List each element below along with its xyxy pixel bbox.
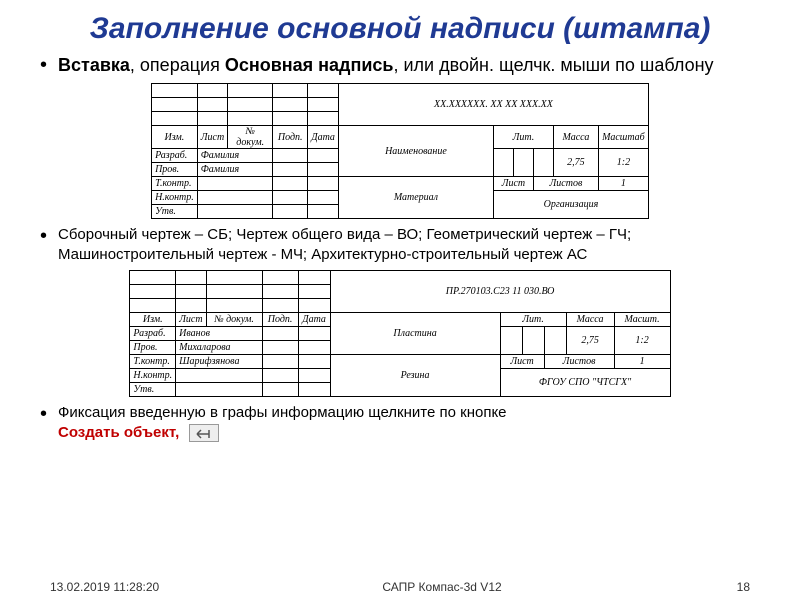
- s2-h-izm: Изм.: [130, 313, 176, 327]
- s1-tkontr: Т.контр.: [152, 177, 198, 191]
- txt-op: Основная надпись: [225, 55, 394, 75]
- s2-h-date: Дата: [298, 313, 330, 327]
- s2-sheets-v: 1: [614, 355, 670, 369]
- s1-nkontr: Н.контр.: [152, 191, 198, 205]
- s1-utv: Утв.: [152, 205, 198, 219]
- s1-lit: Лит.: [493, 126, 553, 149]
- txt-insert: Вставка: [58, 55, 130, 75]
- s1-mass-v: 2,75: [553, 149, 598, 177]
- s2-prov: Пров.: [130, 341, 176, 355]
- s2-scale: Масшт.: [614, 313, 670, 327]
- s1-razrab-n: Фамилия: [197, 149, 272, 163]
- s1-prov: Пров.: [152, 163, 198, 177]
- bullet-1-text: Вставка, операция Основная надпись, или …: [58, 54, 760, 77]
- stamp-2-wrap: ПР.270103.С23 11 030.ВО Изм. Лист № доку…: [0, 268, 800, 401]
- s1-scale: Масштаб: [598, 126, 648, 149]
- s2-mass: Масса: [566, 313, 614, 327]
- stamp-2: ПР.270103.С23 11 030.ВО Изм. Лист № доку…: [129, 270, 670, 397]
- bullet-dot: •: [40, 54, 58, 76]
- bullet-3: • Фиксация введенную в графы информацию …: [0, 401, 800, 446]
- s2-h-list: Лист: [176, 313, 206, 327]
- s2-sheet: Лист: [500, 355, 544, 369]
- s2-utv: Утв.: [130, 383, 176, 397]
- bullet-1: • Вставка, операция Основная надпись, ил…: [0, 52, 800, 81]
- s1-org: Организация: [493, 191, 648, 219]
- s1-code: XX.XXXXXX. XX XX XXX.XX: [338, 84, 648, 126]
- s2-h-sign: Подп.: [262, 313, 298, 327]
- bullet-dot: •: [40, 225, 58, 247]
- s1-h-doc: № докум.: [228, 126, 273, 149]
- s1-razrab: Разраб.: [152, 149, 198, 163]
- s2-lit: Лит.: [500, 313, 566, 327]
- s1-sheet: Лист: [493, 177, 533, 191]
- txt-post: , или двойн. щелчк. мыши по шаблону: [393, 55, 713, 75]
- s2-h-doc: № докум.: [206, 313, 262, 327]
- s1-h-izm: Изм.: [152, 126, 198, 149]
- s2-tkontr-n: Шарифзянова: [176, 355, 262, 369]
- create-object-icon: [189, 424, 219, 442]
- bullet-dot: •: [40, 403, 58, 425]
- s2-mass-v: 2,75: [566, 327, 614, 355]
- s1-scale-v: 1:2: [598, 149, 648, 177]
- s1-sheets: Листов: [533, 177, 598, 191]
- s1-h-date: Дата: [308, 126, 339, 149]
- footer-title: САПР Компас-3d V12: [288, 580, 596, 594]
- s1-mass: Масса: [553, 126, 598, 149]
- s2-razrab: Разраб.: [130, 327, 176, 341]
- s2-sheets: Листов: [544, 355, 614, 369]
- s2-prov-n: Михаларова: [176, 341, 262, 355]
- b3-red: Создать объект,: [58, 424, 179, 441]
- slide-title: Заполнение основной надписи (штампа): [0, 0, 800, 52]
- s1-name: Наименование: [338, 126, 493, 177]
- s1-sheets-v: 1: [598, 177, 648, 191]
- stamp-1: XX.XXXXXX. XX XX XXX.XX Изм. Лист № доку…: [151, 83, 649, 219]
- stamp-1-wrap: XX.XXXXXX. XX XX XXX.XX Изм. Лист № доку…: [0, 81, 800, 223]
- s2-code: ПР.270103.С23 11 030.ВО: [330, 271, 670, 313]
- s2-material: Резина: [330, 355, 500, 397]
- footer-datetime: 13.02.2019 11:28:20: [50, 580, 288, 594]
- bullet-2: • Сборочный чертеж – СБ; Чертеж общего в…: [0, 223, 800, 268]
- s1-h-list: Лист: [197, 126, 227, 149]
- s2-org: ФГОУ СПО "ЧТСГХ": [500, 369, 670, 397]
- b3-txt: Фиксация введенную в графы информацию ще…: [58, 404, 507, 421]
- footer-page: 18: [596, 580, 750, 594]
- s2-name: Пластина: [330, 313, 500, 355]
- s2-scale-v: 1:2: [614, 327, 670, 355]
- s1-prov-n: Фамилия: [197, 163, 272, 177]
- s2-tkontr: Т.контр.: [130, 355, 176, 369]
- s1-material: Материал: [338, 177, 493, 219]
- bullet-2-text: Сборочный чертеж – СБ; Чертеж общего вид…: [58, 225, 760, 264]
- bullet-3-text: Фиксация введенную в графы информацию ще…: [58, 403, 760, 442]
- slide-footer: 13.02.2019 11:28:20 САПР Компас-3d V12 1…: [0, 580, 800, 594]
- s1-h-sign: Подп.: [273, 126, 308, 149]
- s2-nkontr: Н.контр.: [130, 369, 176, 383]
- txt-mid: , операция: [130, 55, 225, 75]
- s2-razrab-n: Иванов: [176, 327, 262, 341]
